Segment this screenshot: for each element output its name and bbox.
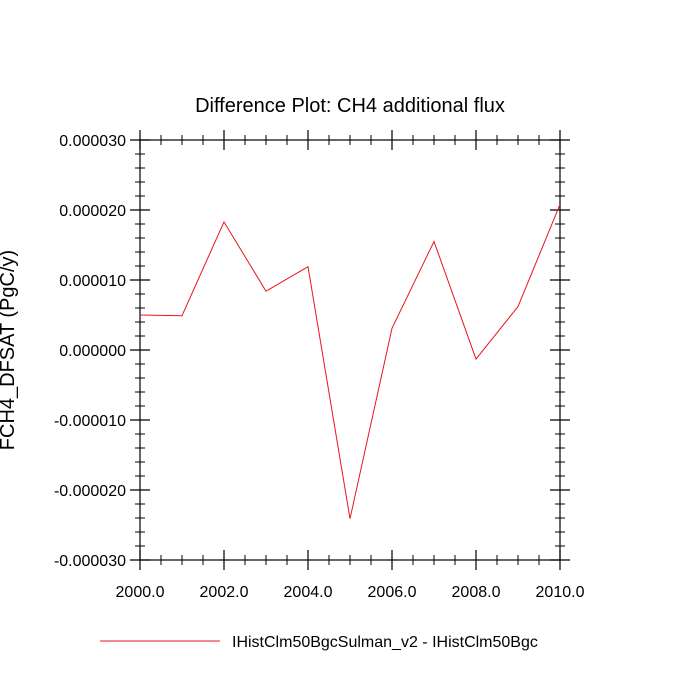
- series-layer: [139, 204, 561, 519]
- y-axis-label: FCH4_DFSAT (PgC/y): [0, 250, 19, 450]
- y-tick-label: 0.000010: [59, 273, 126, 290]
- x-tick-label: 2002.0: [200, 584, 249, 601]
- x-tick-label: 2006.0: [368, 584, 417, 601]
- chart-title: Difference Plot: CH4 additional flux: [195, 95, 505, 117]
- series-line: [139, 204, 561, 519]
- x-tick-label: 2010.0: [536, 584, 585, 601]
- y-tick-label: -0.000030: [54, 553, 126, 570]
- y-tick-label: 0.000030: [59, 133, 126, 150]
- plot-frame: [139, 139, 561, 561]
- y-tick-label: 0.000020: [59, 203, 126, 220]
- x-tick-label: 2008.0: [452, 584, 501, 601]
- y-tick-label: -0.000010: [54, 413, 126, 430]
- x-tick-label: 2000.0: [116, 584, 165, 601]
- legend: IHistClm50BgcSulman_v2 - IHistClm50Bgc: [100, 634, 538, 651]
- x-axis-ticks: [139, 130, 561, 570]
- y-tick-label: 0.000000: [59, 343, 126, 360]
- y-axis-tick-labels: -0.000030 -0.000020 -0.000010 0.000000 0.000…: [54, 133, 126, 570]
- x-axis-tick-labels: 2000.0 2002.0 2004.0 2006.0 2008.0 2010.0: [116, 584, 585, 601]
- x-tick-label: 2004.0: [284, 584, 333, 601]
- legend-entry-label: IHistClm50BgcSulman_v2 - IHistClm50Bgc: [232, 634, 538, 651]
- y-axis-ticks: [130, 139, 570, 561]
- y-tick-label: -0.000020: [54, 483, 126, 500]
